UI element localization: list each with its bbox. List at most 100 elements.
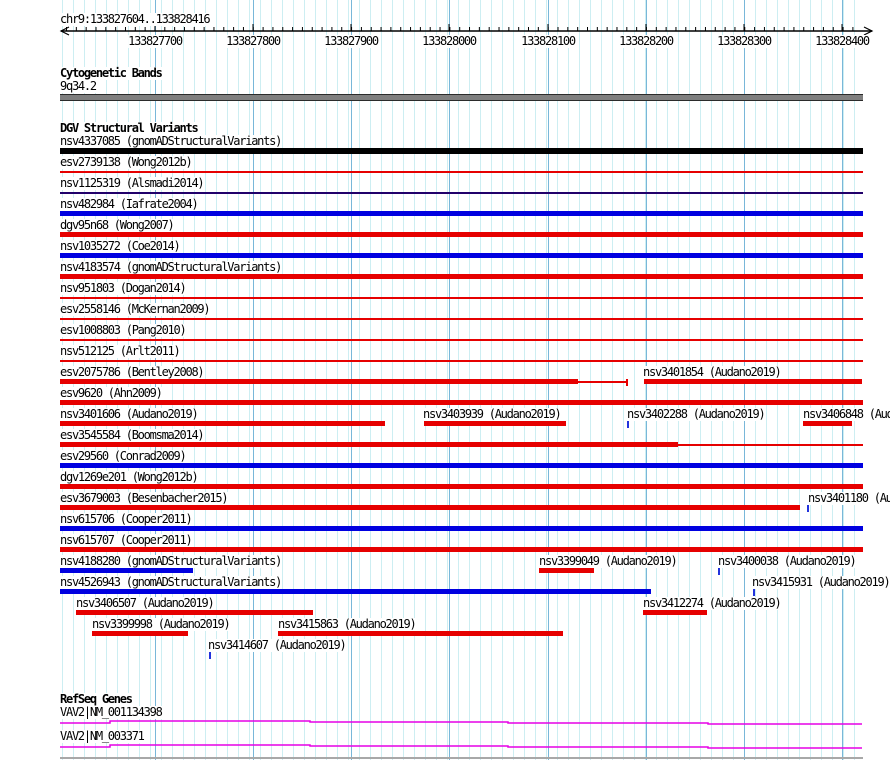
variant-bar[interactable] [60, 148, 863, 154]
ruler-tick-label: 133828400 [815, 34, 870, 48]
region-label: chr9:133827604..133828416 [60, 12, 211, 26]
variant-label[interactable]: dgv1269e201 (Wong2012b) [60, 470, 199, 484]
variant-label[interactable]: esv9620 (Ahn2009) [60, 386, 163, 400]
variant-bar[interactable] [60, 463, 863, 468]
variant-line[interactable] [578, 381, 626, 383]
variant-bar[interactable] [60, 253, 863, 258]
variant-label[interactable]: nsv512125 (Arlt2011) [60, 344, 181, 358]
gridline [634, 0, 635, 760]
ruler-tick-label: 133828100 [521, 34, 576, 48]
variant-label[interactable]: nsv3402288 (Audano2019) [627, 407, 766, 421]
variant-label[interactable]: nsv3415931 (Audano2019) [752, 575, 890, 589]
ruler-tick-label: 133827800 [226, 34, 281, 48]
variant-line[interactable] [678, 444, 863, 446]
variant-label[interactable]: nsv3401606 (Audano2019) [60, 407, 199, 421]
variant-label[interactable]: nsv615707 (Cooper2011) [60, 533, 193, 547]
ruler-tick-label: 133828300 [717, 34, 772, 48]
variant-bar[interactable] [60, 211, 863, 216]
variant-label[interactable]: nsv3400038 (Audano2019) [718, 554, 857, 568]
variant-bar[interactable] [92, 631, 188, 636]
gridline [612, 0, 613, 760]
variant-label[interactable]: esv2075786 (Bentley2008) [60, 365, 205, 379]
variant-insertion-tick[interactable] [807, 505, 809, 512]
ruler-arrow-icon [863, 26, 874, 36]
variant-label[interactable]: nsv4188280 (gnomADStructuralVariants) [60, 554, 282, 568]
variant-label[interactable]: nsv615706 (Cooper2011) [60, 512, 193, 526]
variant-label[interactable]: nsv3415863 (Audano2019) [278, 617, 417, 631]
ruler-tick-label: 133828000 [422, 34, 477, 48]
variant-label[interactable]: esv3545584 (Boomsma2014) [60, 428, 205, 442]
variant-line[interactable] [60, 360, 863, 362]
variant-bar[interactable] [60, 379, 578, 384]
gridline [601, 0, 602, 760]
ruler-tick-label: 133828200 [619, 34, 674, 48]
variant-insertion-tick[interactable] [627, 421, 629, 428]
variant-line[interactable] [60, 297, 863, 299]
variant-bar[interactable] [60, 274, 863, 279]
variant-line[interactable] [60, 171, 863, 173]
variant-bar[interactable] [60, 421, 385, 426]
variant-bar[interactable] [644, 379, 862, 384]
variant-bar[interactable] [60, 505, 800, 510]
variant-bar[interactable] [424, 421, 566, 426]
variant-bar[interactable] [60, 526, 863, 531]
variant-label[interactable]: esv2558146 (McKernan2009) [60, 302, 211, 316]
variant-bar[interactable] [60, 484, 863, 489]
variant-label[interactable]: nsv951803 (Dogan2014) [60, 281, 187, 295]
variant-line[interactable] [60, 339, 863, 341]
variant-line[interactable] [60, 192, 863, 194]
gene-label[interactable]: VAV2|NM_003371 [60, 729, 145, 743]
variant-bar[interactable] [539, 568, 594, 573]
variant-label[interactable]: esv1008803 (Pang2010) [60, 323, 187, 337]
ruler-tick-label: 133827900 [324, 34, 379, 48]
variant-label[interactable]: nsv1125319 (Alsmadi2014) [60, 176, 205, 190]
variant-label[interactable]: nsv3406848 (Aud [803, 408, 890, 421]
variant-label[interactable]: nsv1035272 (Coe2014) [60, 239, 181, 253]
variant-bar[interactable] [643, 610, 707, 615]
dgv-structural-variants-title: DGV Structural Variants [60, 121, 199, 135]
variant-label[interactable]: dgv95n68 (Wong2007) [60, 218, 175, 232]
gridline [590, 0, 591, 760]
variant-label[interactable]: esv3679003 (Besenbacher2015) [60, 491, 229, 505]
gene-line [60, 744, 862, 749]
variant-label[interactable]: nsv3412274 (Audano2019) [643, 596, 782, 610]
variant-label[interactable]: nsv3401180 (Au [808, 492, 890, 505]
variant-insertion-tick[interactable] [718, 568, 720, 575]
variant-bar[interactable] [278, 631, 563, 636]
gene-line [60, 720, 862, 725]
variant-insertion-tick[interactable] [626, 379, 628, 386]
refseq-genes-title: RefSeq Genes [60, 692, 133, 706]
ruler-axis[interactable] [0, 0, 890, 55]
variant-label[interactable]: nsv4183574 (gnomADStructuralVariants) [60, 260, 282, 274]
variant-label[interactable]: nsv3403939 (Audano2019) [423, 407, 562, 421]
variant-label[interactable]: nsv3399049 (Audano2019) [539, 554, 678, 568]
variant-label[interactable]: nsv3399998 (Audano2019) [92, 617, 231, 631]
cytoband-label: 9q34.2 [60, 79, 97, 93]
variant-label[interactable]: nsv4526943 (gnomADStructuralVariants) [60, 575, 282, 589]
variant-insertion-tick[interactable] [209, 652, 211, 659]
cytoband-bar[interactable] [60, 94, 863, 101]
variant-line[interactable] [60, 318, 863, 320]
next-track-edge [60, 757, 863, 759]
variant-bar[interactable] [76, 610, 313, 615]
variant-bar[interactable] [60, 568, 193, 573]
gridline [623, 0, 624, 760]
variant-label[interactable]: esv29560 (Conrad2009) [60, 449, 187, 463]
variant-label[interactable]: nsv3401854 (Audano2019) [643, 365, 782, 379]
variant-bar[interactable] [60, 232, 863, 237]
gene-label[interactable]: VAV2|NM_001134398 [60, 705, 163, 719]
variant-bar[interactable] [60, 442, 678, 447]
variant-label[interactable]: esv2739138 (Wong2012b) [60, 155, 193, 169]
variant-label[interactable]: nsv4337085 (gnomADStructuralVariants) [60, 134, 282, 148]
variant-bar[interactable] [60, 547, 863, 552]
variant-insertion-tick[interactable] [753, 589, 755, 596]
variant-bar[interactable] [60, 589, 651, 594]
variant-bar[interactable] [803, 421, 852, 426]
ruler-tick-label: 133827700 [128, 34, 183, 48]
variant-label[interactable]: nsv3414607 (Audano2019) [208, 638, 347, 652]
variant-bar[interactable] [60, 400, 863, 405]
variant-label[interactable]: nsv3406507 (Audano2019) [76, 596, 215, 610]
gridline [579, 0, 580, 760]
variant-label[interactable]: nsv482984 (Iafrate2004) [60, 197, 199, 211]
